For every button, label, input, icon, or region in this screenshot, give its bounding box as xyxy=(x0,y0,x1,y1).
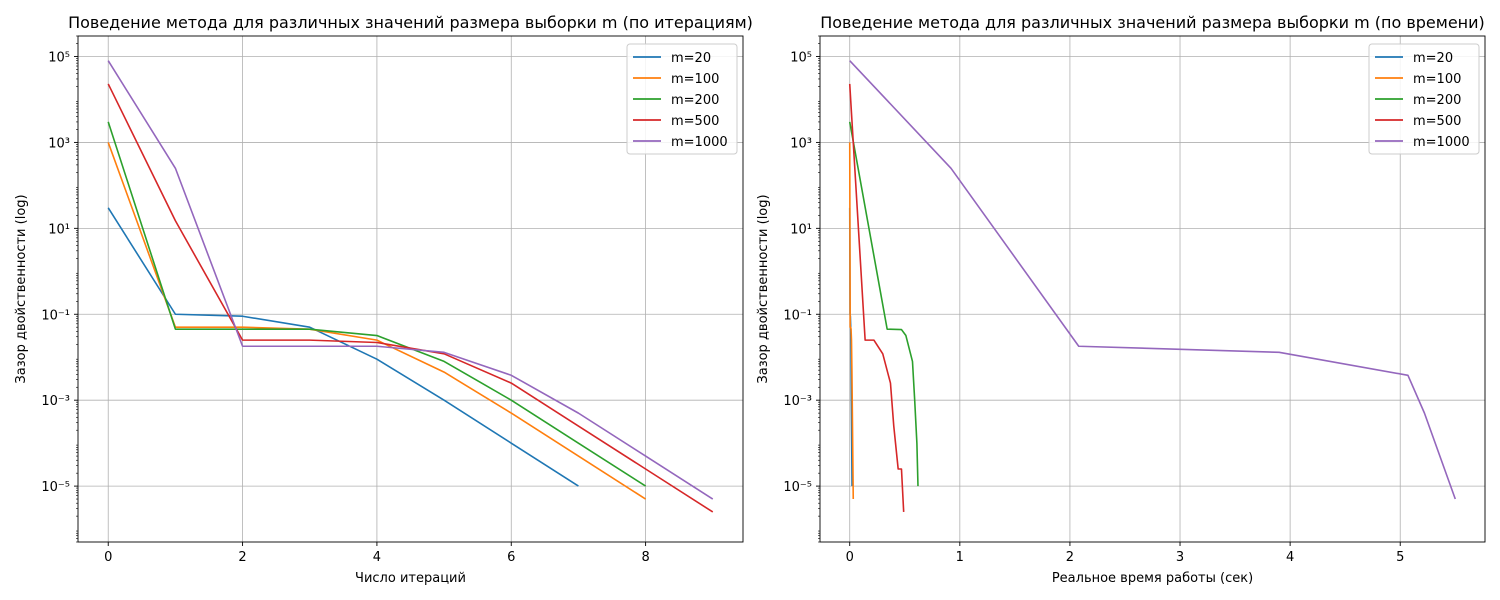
x-tick-label: 0 xyxy=(846,550,854,565)
legend-label: m=1000 xyxy=(671,135,728,150)
x-axis-label: Число итераций xyxy=(355,571,466,586)
legend: m=20 m=100 m=200 m=500 m=1000 xyxy=(626,43,738,155)
y-tick-label: 10⁵ xyxy=(48,50,70,65)
series-line-m=1000 xyxy=(107,60,714,500)
series-line-m=500 xyxy=(848,83,905,513)
chart-1: 0 2 4 6 8 10⁵ 10³ 10¹ 10⁻¹ 10⁻³ 10⁻⁵ Поведение мето… xyxy=(14,13,753,586)
legend-label: m=100 xyxy=(671,72,719,87)
x-tick-label: 3 xyxy=(1176,550,1184,565)
legend-box xyxy=(626,43,738,155)
x-tick-label: 4 xyxy=(1286,550,1294,565)
x-tick-label: 0 xyxy=(104,550,112,565)
grid xyxy=(78,36,743,542)
legend-box xyxy=(1368,43,1480,155)
x-tick-label: 4 xyxy=(373,550,381,565)
x-tick-label: 1 xyxy=(956,550,964,565)
plot-frame xyxy=(819,35,1486,543)
x-axis-label: Реальное время работы (сек) xyxy=(1052,571,1253,586)
chart-title: Поведение метода для различных значений … xyxy=(820,13,1485,32)
y-tick-label: 10⁻³ xyxy=(783,394,812,409)
series-line-m=500 xyxy=(107,83,714,513)
y-tick-label: 10⁻³ xyxy=(41,394,70,409)
grid xyxy=(820,36,1485,542)
legend-label: m=100 xyxy=(1413,72,1461,87)
x-tick-label: 6 xyxy=(507,550,515,565)
legend-label: m=20 xyxy=(1413,51,1453,66)
chart-title: Поведение метода для различных значений … xyxy=(68,13,753,32)
x-tick-label: 5 xyxy=(1396,550,1404,565)
y-axis-label: Зазор двойственности (log) xyxy=(756,194,771,383)
series-line-m=20 xyxy=(107,207,579,487)
y-tick-label: 10¹ xyxy=(48,222,70,237)
y-tick-label: 10⁻¹ xyxy=(783,308,812,323)
series-line-m=100 xyxy=(107,142,647,500)
legend-label: m=200 xyxy=(671,93,719,108)
legend-label: m=500 xyxy=(1413,114,1461,129)
legend-label: m=200 xyxy=(1413,93,1461,108)
series-line-m=1000 xyxy=(849,60,1457,500)
y-tick-label: 10⁵ xyxy=(790,50,812,65)
legend-label: m=20 xyxy=(671,51,711,66)
chart-2: 0 1 2 3 4 5 10⁵ 10³ 10¹ 10⁻¹ 10⁻³ 10⁻⁵ Поведение мет… xyxy=(756,13,1486,586)
x-tick-label: 2 xyxy=(1066,550,1074,565)
plot-frame xyxy=(77,35,744,543)
legend: m=20 m=100 m=200 m=500 m=1000 xyxy=(1368,43,1480,155)
x-tick-label: 8 xyxy=(641,550,649,565)
legend-label: m=1000 xyxy=(1413,135,1470,150)
y-axis-label: Зазор двойственности (log) xyxy=(14,194,29,383)
y-tick-label: 10³ xyxy=(48,136,70,151)
x-tick-label: 2 xyxy=(238,550,246,565)
y-tick-label: 10⁻¹ xyxy=(41,308,70,323)
series-line-m=200 xyxy=(848,121,919,487)
series-line-m=200 xyxy=(107,121,647,487)
y-tick-label: 10¹ xyxy=(790,222,812,237)
y-tick-label: 10⁻⁵ xyxy=(41,480,70,495)
y-tick-label: 10³ xyxy=(790,136,812,151)
legend-label: m=500 xyxy=(671,114,719,129)
y-tick-label: 10⁻⁵ xyxy=(783,480,812,495)
series-line-m=100 xyxy=(848,142,855,500)
